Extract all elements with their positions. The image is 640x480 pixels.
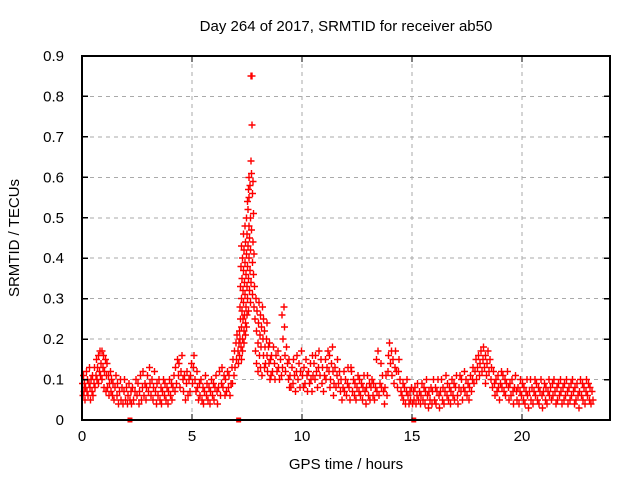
y-tick-label: 0.8 [43, 88, 64, 105]
x-tick-label: 10 [294, 428, 311, 445]
y-tick-label: 0.2 [43, 331, 64, 348]
y-tick-label: 0.4 [43, 250, 64, 267]
y-tick-label: 0.6 [43, 169, 64, 186]
plot-area: 0 5 10 15 20 0 0.1 0.2 0.3 0.4 0.5 0.6 0.7 0.8 0.9 [43, 48, 611, 445]
x-tick-label: 0 [78, 428, 86, 445]
y-tick-label: 0.9 [43, 48, 64, 65]
x-tick-label: 20 [514, 428, 531, 445]
y-tick-label: 0.7 [43, 129, 64, 146]
x-tick-label: 5 [188, 428, 196, 445]
y-axis-label: SRMTID / TECUs [6, 179, 23, 297]
plot-border [81, 55, 611, 421]
x-axis-label: GPS time / hours [289, 456, 403, 473]
y-tick-label: 0.5 [43, 210, 64, 227]
x-tick-label: 15 [404, 428, 421, 445]
y-tick-label: 0 [56, 412, 64, 429]
y-tick-label: 0.3 [43, 291, 64, 308]
y-tick-label: 0.1 [43, 372, 64, 389]
chart-title: Day 264 of 2017, SRMTID for receiver ab5… [200, 18, 493, 35]
